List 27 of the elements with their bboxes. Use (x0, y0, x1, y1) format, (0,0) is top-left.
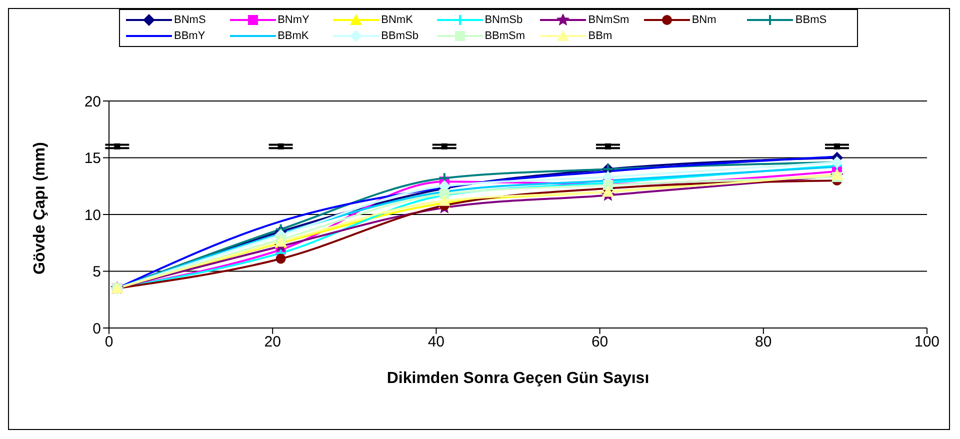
legend-label: BNmS (174, 14, 206, 26)
y-tick-label: 0 (92, 320, 101, 338)
point (438, 194, 450, 206)
x-tick-label: 60 (591, 334, 608, 351)
y-axis-title: Gövde Çapı (mm) (32, 142, 49, 274)
legend-label: BNmSm (588, 14, 630, 26)
y-tick-label: 20 (84, 93, 101, 110)
x-axis-title: Dikimden Sonra Geçen Gün Sayısı (386, 370, 650, 387)
legend-label: BBmY (174, 30, 206, 42)
legend-label: BBmSm (484, 30, 526, 42)
legend-label: BNm (692, 14, 716, 26)
x-tick-label: 40 (428, 334, 445, 351)
legend-label: BNmK (381, 14, 413, 26)
legend-label: BNmY (278, 14, 310, 26)
y-tick-label: 15 (84, 150, 101, 168)
legend-label: BBmS (795, 14, 827, 26)
x-tick-label: 100 (914, 334, 940, 351)
legend-label: BBm (588, 30, 612, 42)
x-tick-label: 20 (264, 334, 281, 351)
legend-label: BNmSb (484, 14, 523, 26)
point (276, 254, 286, 264)
legend-label: BBmSb (381, 30, 418, 42)
x-tick-label: 80 (755, 334, 772, 351)
y-tick-label: 5 (92, 264, 101, 281)
y-tick-label: 10 (84, 206, 101, 224)
legend-label: BBmK (278, 30, 309, 42)
x-tick-label: 0 (104, 334, 114, 351)
